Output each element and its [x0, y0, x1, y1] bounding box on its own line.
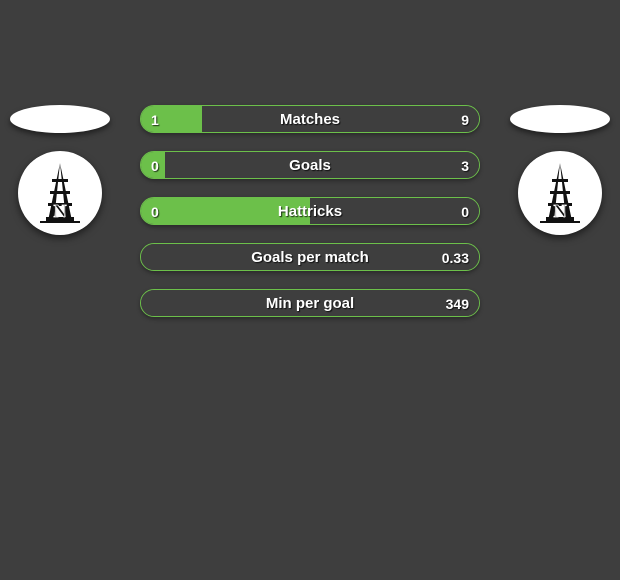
stat-bar-right-fill [202, 106, 479, 132]
oil-derrick-icon: N [524, 157, 596, 229]
stat-bar: 19Matches [140, 105, 480, 133]
stat-bar: 349Min per goal [140, 289, 480, 317]
stat-bar: 0.33Goals per match [140, 243, 480, 271]
club-logo-left: N [18, 151, 102, 235]
flag-left [10, 105, 110, 133]
stat-value-left: 1 [151, 106, 159, 133]
stat-bar-right-fill [310, 198, 479, 224]
stat-bar-right-fill [141, 290, 479, 316]
stat-value-right: 0 [461, 198, 469, 225]
stat-bar-right-fill [141, 244, 479, 270]
stat-value-left: 0 [151, 152, 159, 179]
comparison-card: Bogomolskiy vs Darboe Club competitions,… [0, 0, 620, 580]
club-right: N [510, 105, 610, 235]
stat-value-right: 349 [446, 290, 469, 317]
stat-value-right: 3 [461, 152, 469, 179]
flag-right [510, 105, 610, 133]
club-logo-right: N [518, 151, 602, 235]
stat-value-right: 9 [461, 106, 469, 133]
club-left: N [10, 105, 110, 235]
stat-bar-left-fill [141, 198, 310, 224]
stat-bar: 00Hattricks [140, 197, 480, 225]
stat-bar: 03Goals [140, 151, 480, 179]
comparison-arena: N N [0, 105, 620, 317]
svg-text:N: N [54, 201, 67, 221]
oil-derrick-icon: N [24, 157, 96, 229]
stat-bar-right-fill [165, 152, 479, 178]
stat-value-right: 0.33 [442, 244, 469, 271]
svg-text:N: N [554, 201, 567, 221]
stat-value-left: 0 [151, 198, 159, 225]
stat-bars: 19Matches03Goals00Hattricks0.33Goals per… [140, 105, 480, 317]
